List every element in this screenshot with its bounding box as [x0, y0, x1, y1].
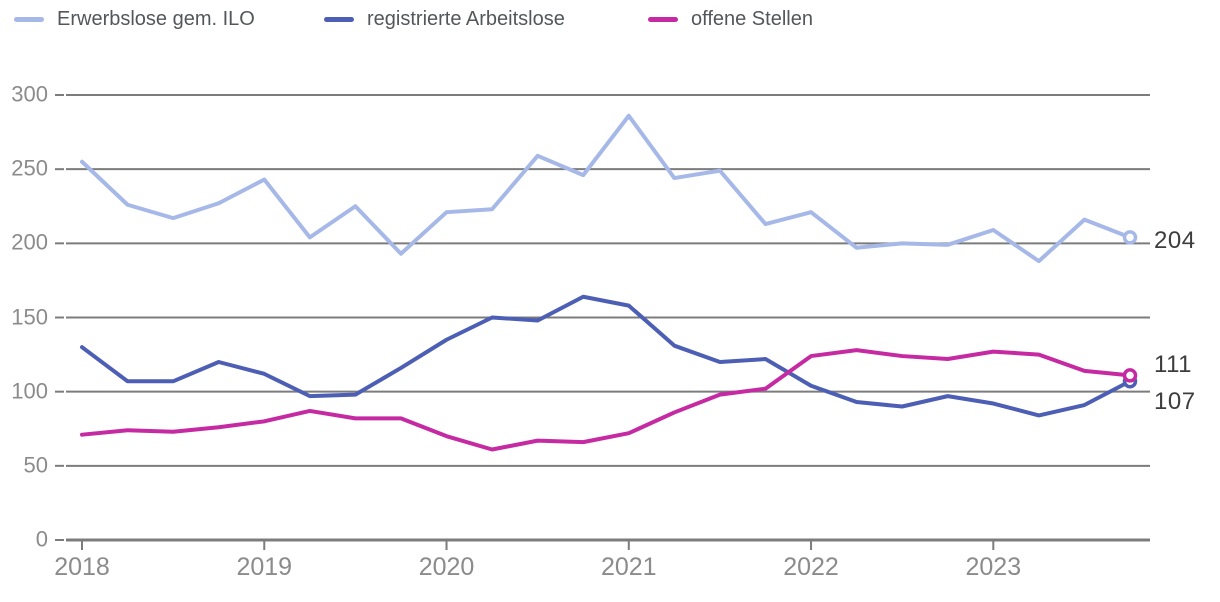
- end-markers: [1122, 230, 1138, 389]
- legend: Erwerbslose gem. ILO registrierte Arbeit…: [0, 5, 1220, 33]
- x-axis-label: 2019: [236, 553, 293, 581]
- legend-item-offene-stellen: offene Stellen: [648, 5, 813, 33]
- y-axis-label: 200: [11, 229, 48, 255]
- y-axis-label: 150: [11, 304, 48, 330]
- end-label-erwerbslose: 204: [1154, 227, 1196, 255]
- legend-swatch-offene-stellen: [648, 16, 678, 22]
- end-label-offene-stellen: 111: [1154, 351, 1192, 379]
- legend-swatch-erwerbslose: [14, 16, 44, 22]
- y-axis-label: 250: [11, 155, 48, 181]
- gridlines: [55, 94, 1150, 542]
- legend-item-erwerbslose: Erwerbslose gem. ILO: [14, 5, 255, 33]
- x-axis-label: 2022: [783, 553, 839, 581]
- y-axis-label: 50: [23, 452, 48, 478]
- y-axis-label: 300: [11, 81, 48, 107]
- end-label-registrierte: 107: [1154, 388, 1196, 416]
- x-axis-label: 2021: [600, 553, 657, 581]
- legend-label-offene-stellen: offene Stellen: [691, 7, 813, 30]
- legend-label-erwerbslose: Erwerbslose gem. ILO: [57, 7, 255, 30]
- legend-label-registrierte: registrierte Arbeitslose: [367, 7, 565, 30]
- x-axis-label: 2020: [418, 553, 475, 581]
- legend-swatch-registrierte: [324, 16, 354, 22]
- x-axis-label: 2018: [54, 553, 110, 581]
- series-lines: [80, 113, 1132, 452]
- y-axis-label: 0: [35, 526, 48, 552]
- x-axis-label: 2023: [965, 553, 1022, 581]
- x-ticks: [81, 541, 995, 550]
- y-axis-label: 100: [11, 378, 48, 404]
- legend-item-registrierte: registrierte Arbeitslose: [324, 5, 565, 33]
